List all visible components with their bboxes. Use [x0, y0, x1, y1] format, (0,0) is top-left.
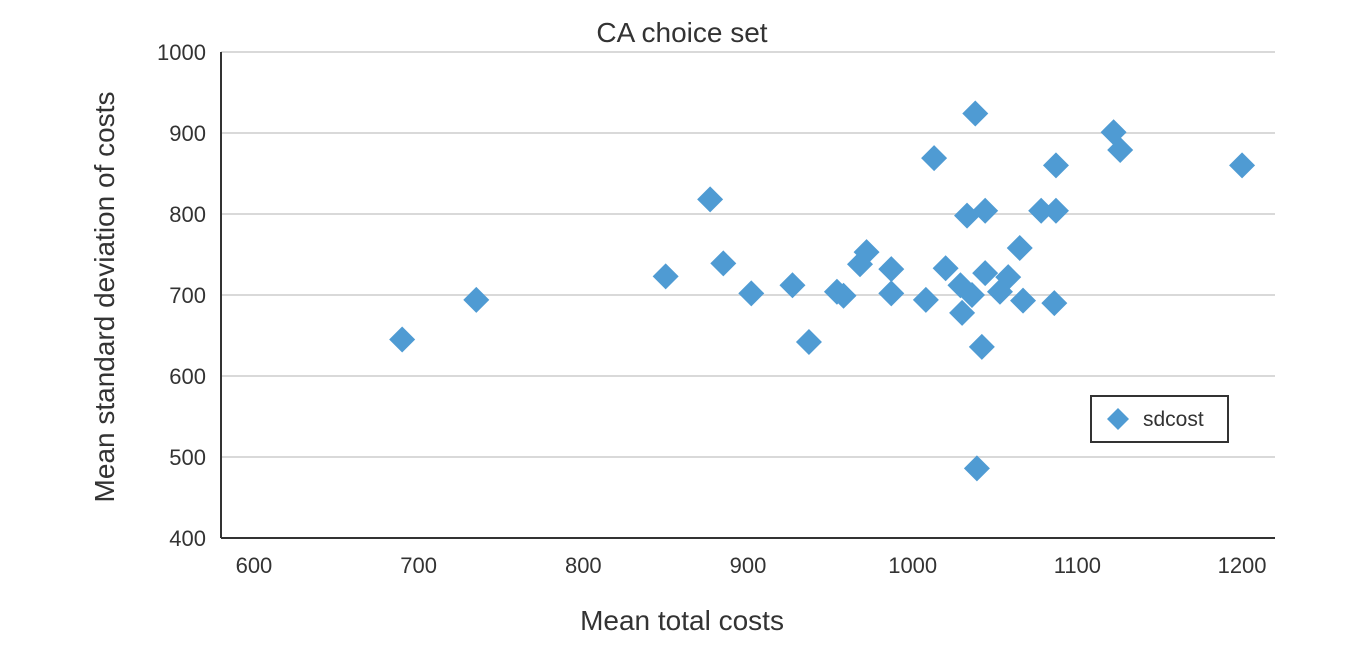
data-point-sdcost — [1041, 290, 1068, 317]
data-point-sdcost — [968, 333, 995, 360]
data-point-sdcost — [463, 286, 490, 313]
data-point-sdcost — [710, 250, 737, 277]
data-point-sdcost — [830, 282, 857, 309]
data-point-sdcost — [1042, 152, 1069, 179]
y-tick-label: 600 — [169, 364, 206, 389]
data-point-sdcost — [912, 286, 939, 313]
y-tick-label: 1000 — [157, 40, 206, 65]
x-tick-label: 1200 — [1218, 553, 1267, 578]
data-point-sdcost — [972, 197, 999, 224]
y-tick-label: 800 — [169, 202, 206, 227]
x-tick-label: 600 — [236, 553, 273, 578]
y-axis-title: Mean standard deviation of costs — [89, 92, 120, 503]
data-point-sdcost — [1028, 197, 1055, 224]
x-tick-labels: 600 700 800 900 1000 1100 1200 — [236, 553, 1267, 578]
data-point-sdcost — [779, 272, 806, 299]
y-tick-labels: 400 500 600 700 800 900 1000 — [157, 40, 206, 551]
x-tick-label: 800 — [565, 553, 602, 578]
data-point-sdcost — [1010, 287, 1037, 314]
data-point-sdcost — [963, 455, 990, 482]
data-point-sdcost — [921, 145, 948, 172]
x-tick-label: 1000 — [888, 553, 937, 578]
data-point-sdcost — [738, 280, 765, 307]
y-tick-label: 400 — [169, 526, 206, 551]
y-tick-label: 700 — [169, 283, 206, 308]
y-tick-label: 900 — [169, 121, 206, 146]
data-point-sdcost — [389, 326, 416, 353]
legend-label: sdcost — [1143, 408, 1204, 431]
legend-marker-diamond-icon — [1107, 408, 1129, 430]
legend: sdcost — [1090, 395, 1229, 443]
data-point-sdcost — [1229, 152, 1256, 179]
data-point-sdcost — [932, 255, 959, 282]
data-point-sdcost — [652, 263, 679, 290]
data-points — [389, 100, 1256, 482]
data-point-sdcost — [995, 264, 1022, 291]
data-point-sdcost — [1006, 235, 1033, 262]
x-tick-label: 1100 — [1054, 553, 1101, 578]
y-tick-label: 500 — [169, 445, 206, 470]
x-tick-label: 900 — [730, 553, 767, 578]
chart-title: CA choice set — [596, 17, 767, 48]
data-point-sdcost — [878, 280, 905, 307]
data-point-sdcost — [962, 100, 989, 127]
data-point-sdcost — [795, 328, 822, 355]
data-point-sdcost — [954, 202, 981, 229]
data-point-sdcost — [958, 282, 985, 308]
data-point-sdcost — [1042, 197, 1069, 224]
data-point-sdcost — [949, 299, 976, 326]
data-point-sdcost — [697, 186, 724, 213]
data-point-sdcost — [972, 260, 999, 287]
data-point-sdcost — [878, 256, 905, 283]
data-point-sdcost — [1107, 137, 1134, 164]
x-tick-label: 700 — [400, 553, 437, 578]
x-axis-title: Mean total costs — [580, 605, 784, 636]
data-point-sdcost — [853, 239, 880, 266]
